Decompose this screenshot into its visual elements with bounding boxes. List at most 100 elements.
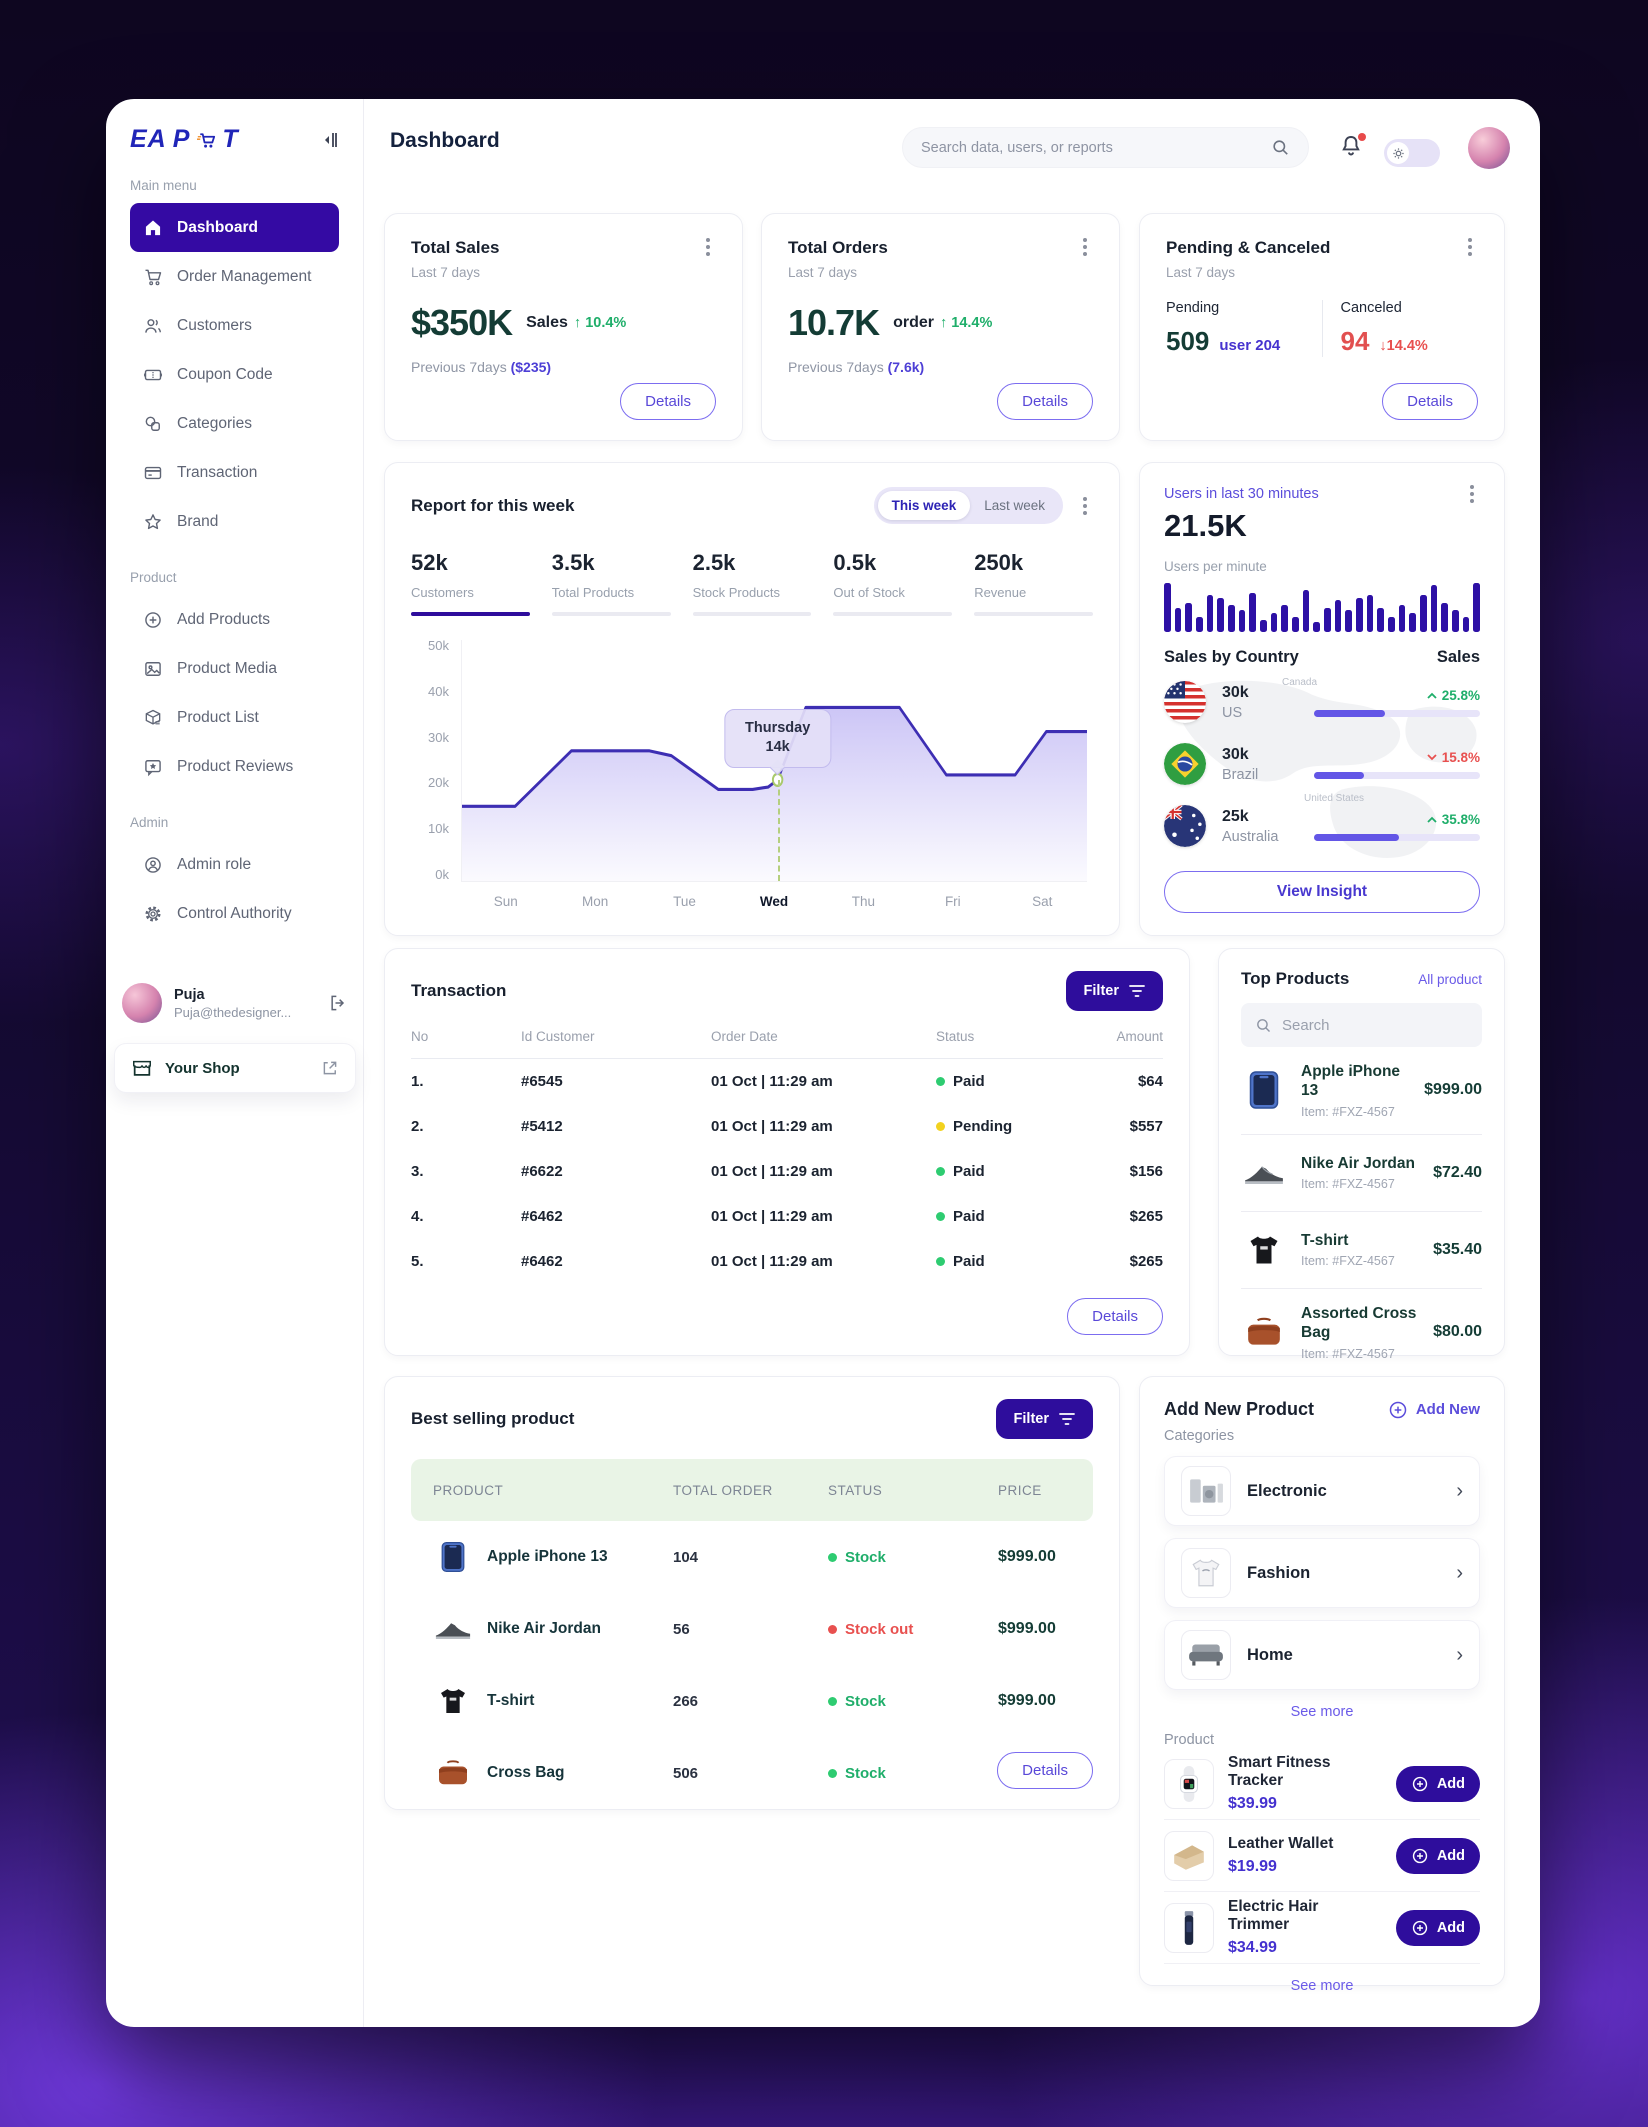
top-products-search-input[interactable] <box>1282 1016 1481 1034</box>
filter-button[interactable]: Filter <box>1065 971 1163 1011</box>
sidebar-item-label: Product Media <box>177 659 277 677</box>
theme-toggle[interactable] <box>1384 139 1440 167</box>
transaction-row[interactable]: 2. #5412 01 Oct | 11:29 am Pending $557 <box>411 1118 1163 1135</box>
best-selling-row[interactable]: Nike Air Jordan 56 Stock out $999.00 <box>411 1593 1093 1665</box>
search-icon[interactable] <box>1271 138 1290 157</box>
sidebar-item-customers[interactable]: Customers <box>130 301 339 350</box>
sidebar-item-add-products[interactable]: Add Products <box>130 595 339 644</box>
users-per-minute-bar <box>1249 592 1257 633</box>
top-products-search[interactable] <box>1241 1003 1482 1047</box>
sidebar-item-dashboard[interactable]: Dashboard <box>130 203 339 252</box>
stat-out-of-stock[interactable]: 0.5k Out of Stock <box>833 550 953 616</box>
cart-icon <box>143 267 163 287</box>
main-content: Dashboard Total Sales Last 7 days $350K … <box>364 99 1540 2027</box>
category-fashion[interactable]: Fashion › <box>1164 1538 1480 1608</box>
see-more-link[interactable]: See more <box>1290 1978 1354 1994</box>
status-badge: Pending <box>953 1118 1013 1135</box>
details-button[interactable]: Details <box>620 383 716 420</box>
users-count: 21.5K <box>1164 508 1247 543</box>
best-selling-row[interactable]: Apple iPhone 13 104 Stock $999.00 <box>411 1521 1093 1593</box>
global-search[interactable] <box>902 127 1309 168</box>
total-sales-value: $350K <box>411 302 513 343</box>
card-period: Last 7 days <box>1166 265 1236 280</box>
users-per-minute-bar <box>1409 612 1417 633</box>
transaction-row[interactable]: 3. #6622 01 Oct | 11:29 am Paid $156 <box>411 1163 1163 1180</box>
kebab-menu-icon[interactable] <box>1077 496 1093 515</box>
kebab-menu-icon[interactable] <box>700 238 716 256</box>
users-per-minute-bar <box>1452 610 1459 633</box>
sidebar-item-label: Categories <box>177 414 252 432</box>
user-profile[interactable]: Puja Puja@thedesigner... <box>122 983 348 1023</box>
sidebar-item-product-media[interactable]: Product Media <box>130 644 339 693</box>
kebab-menu-icon[interactable] <box>1077 238 1093 256</box>
pending-value: 509 <box>1166 326 1210 356</box>
your-shop-button[interactable]: Your Shop <box>114 1043 356 1093</box>
toggle-this-week[interactable]: This week <box>877 491 971 520</box>
add-product-button[interactable]: Add <box>1395 1837 1480 1874</box>
sidebar-item-label: Admin role <box>177 855 252 873</box>
top-product-item[interactable]: Nike Air Jordan Item: #FXZ-4567 $72.40 <box>1241 1135 1482 1212</box>
credit-card-icon <box>143 463 163 483</box>
box-icon <box>143 708 163 728</box>
brazil-flag-icon <box>1164 743 1206 786</box>
header-avatar[interactable] <box>1468 127 1510 169</box>
chevron-right-icon: › <box>1456 1643 1463 1666</box>
transaction-row[interactable]: 5. #6462 01 Oct | 11:29 am Paid $265 <box>411 1253 1163 1270</box>
sidebar-item-product-reviews[interactable]: Product Reviews <box>130 742 339 791</box>
details-button[interactable]: Details <box>997 383 1093 420</box>
sidebar-item-label: Coupon Code <box>177 365 273 383</box>
avatar <box>122 983 162 1023</box>
kebab-menu-icon[interactable] <box>1464 485 1480 503</box>
sidebar-item-categories[interactable]: Categories <box>130 399 339 448</box>
top-product-item[interactable]: Apple iPhone 13 Item: #FXZ-4567 $999.00 <box>1241 1047 1482 1135</box>
add-new-link[interactable]: Add New <box>1388 1400 1480 1420</box>
card-title: Total Orders <box>788 238 888 257</box>
sidebar-item-label: Add Products <box>177 610 271 628</box>
details-button[interactable]: Details <box>1382 383 1478 420</box>
kebab-menu-icon[interactable] <box>1462 238 1478 256</box>
us-flag-icon <box>1164 681 1206 724</box>
sidebar-item-admin-role[interactable]: Admin role <box>130 840 339 889</box>
sidebar-item-control-authority[interactable]: Control Authority <box>130 889 339 938</box>
category-electronic[interactable]: Electronic › <box>1164 1456 1480 1526</box>
category-home[interactable]: Home › <box>1164 1620 1480 1690</box>
users-per-minute-bar <box>1441 602 1449 633</box>
details-button[interactable]: Details <box>1067 1298 1163 1335</box>
details-button[interactable]: Details <box>997 1752 1093 1789</box>
logout-icon[interactable] <box>328 993 348 1013</box>
best-selling-row[interactable]: Cross Bag 506 Stock $999.00 <box>411 1737 1093 1809</box>
previous-value: (7.6k) <box>887 359 925 375</box>
stat-revenue[interactable]: 250k Revenue <box>974 550 1093 616</box>
add-product-button[interactable]: Add <box>1395 1765 1480 1802</box>
stat-stock-products[interactable]: 2.5k Stock Products <box>692 550 812 616</box>
pending-label: Pending <box>1166 300 1220 316</box>
sidebar-collapse-icon[interactable] <box>321 131 339 149</box>
notifications-button[interactable] <box>1339 133 1367 163</box>
sales-by-country-title: Sales by Country <box>1164 648 1299 667</box>
transaction-row[interactable]: 4. #6462 01 Oct | 11:29 am Paid $265 <box>411 1208 1163 1225</box>
status-dot-red <box>828 1624 837 1634</box>
see-more-link[interactable]: See more <box>1290 1704 1354 1720</box>
top-product-item[interactable]: T-shirt Item: #FXZ-4567 $35.40 <box>1241 1212 1482 1289</box>
search-input[interactable] <box>921 139 1271 156</box>
status-badge: Paid <box>953 1163 985 1180</box>
users-per-minute-bar <box>1196 617 1203 633</box>
toggle-last-week[interactable]: Last week <box>984 498 1045 513</box>
sidebar-item-coupon-code[interactable]: Coupon Code <box>130 350 339 399</box>
filter-button[interactable]: Filter <box>995 1399 1093 1439</box>
stat-total-products[interactable]: 3.5k Total Products <box>551 550 671 616</box>
top-product-item[interactable]: Assorted Cross Bag Item: #FXZ-4567 $80.00 <box>1241 1289 1482 1377</box>
top-products-title: Top Products <box>1241 969 1350 988</box>
sidebar-item-order-management[interactable]: Order Management <box>130 252 339 301</box>
all-product-link[interactable]: All product <box>1418 971 1482 987</box>
sidebar-item-brand[interactable]: Brand <box>130 497 339 546</box>
add-product-button[interactable]: Add <box>1395 1909 1480 1946</box>
transaction-row[interactable]: 1. #6545 01 Oct | 11:29 am Paid $64 <box>411 1073 1163 1090</box>
view-insight-button[interactable]: View Insight <box>1164 871 1480 913</box>
pending-canceled-card: Pending & Canceled Last 7 days Pending 5… <box>1139 213 1505 441</box>
sidebar-item-transaction[interactable]: Transaction <box>130 448 339 497</box>
best-selling-row[interactable]: T-shirt 266 Stock $999.00 <box>411 1665 1093 1737</box>
users-per-minute-bar <box>1174 607 1182 633</box>
sidebar-item-product-list[interactable]: Product List <box>130 693 339 742</box>
stat-customers[interactable]: 52k Customers <box>411 550 530 616</box>
